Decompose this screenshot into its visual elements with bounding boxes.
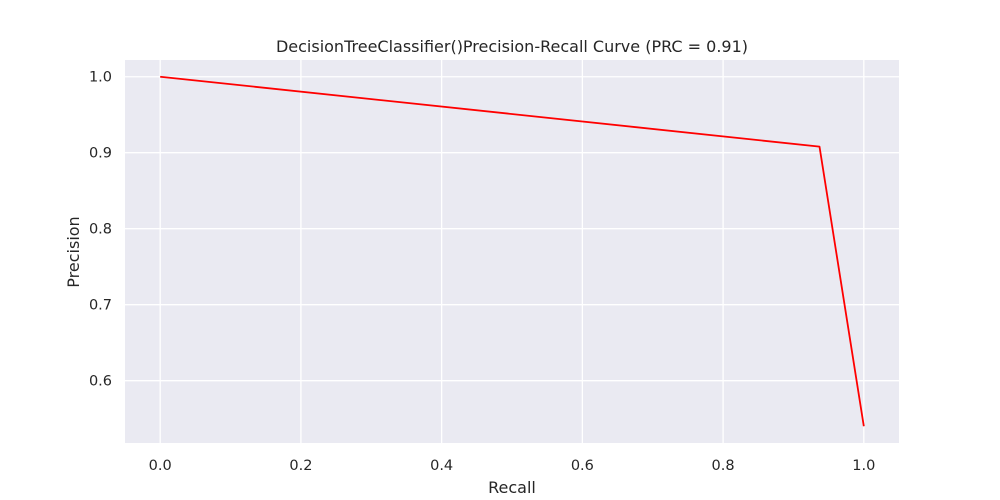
series-layer	[160, 75, 865, 427]
y-tick-label: 1.0	[89, 70, 112, 86]
plot-area	[125, 60, 899, 443]
x-tick-label: 0.6	[571, 458, 594, 474]
precision-recall-line	[160, 75, 865, 427]
x-tick-label: 0.2	[289, 458, 312, 474]
grid-lines	[125, 60, 899, 443]
chart-title: DecisionTreeClassifier()Precision-Recall…	[276, 37, 748, 56]
x-tick-label: 0.8	[712, 458, 735, 474]
x-tick-label: 0.0	[149, 458, 172, 474]
y-tick-label: 0.6	[89, 374, 112, 390]
x-axis-label: Recall	[488, 478, 536, 497]
y-tick-labels: 0.6 0.7 0.8 0.9 1.0	[89, 70, 112, 390]
y-tick-label: 0.9	[89, 146, 112, 162]
y-tick-label: 0.8	[89, 222, 112, 238]
x-tick-label: 1.0	[852, 458, 875, 474]
x-tick-label: 0.4	[430, 458, 453, 474]
y-tick-label: 0.7	[89, 298, 112, 314]
y-axis-label: Precision	[64, 216, 83, 287]
x-tick-labels: 0.0 0.2 0.4 0.6 0.8 1.0	[149, 458, 876, 474]
